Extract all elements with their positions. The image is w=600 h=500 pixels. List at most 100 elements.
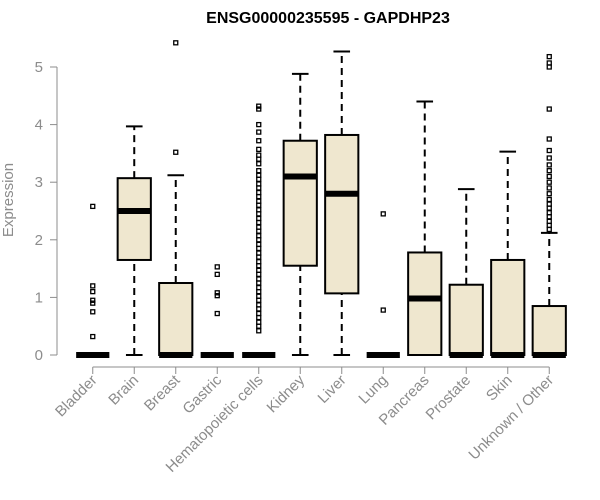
outlier-point [256,219,262,226]
outlier-point [214,264,220,270]
box-body [407,251,443,356]
outlier-point [546,136,552,142]
outlier-point [546,226,552,233]
outlier-point [546,147,552,154]
outlier-point [380,211,386,217]
outlier-point [256,306,262,312]
outlier-point [256,176,262,182]
box-unknown-other [531,53,567,358]
outlier-point [546,162,552,168]
outlier-point [256,271,262,278]
x-tick-label: Breast [141,371,184,414]
box-body [282,139,318,267]
outlier-point [256,280,262,286]
outlier-point [256,106,262,112]
boxes [76,40,567,358]
box-liver [324,50,360,356]
outlier-point [214,293,220,299]
outlier-point [256,202,262,208]
y-axis-label: Expression [0,163,17,237]
box-breast [158,40,194,358]
x-tick-label: Prostate [423,372,475,424]
outlier-point [546,64,552,70]
outlier-point [546,106,552,112]
outlier-point [90,297,96,303]
outlier-point [256,211,262,217]
box-body [531,305,567,357]
y-tick-label: 0 [35,347,43,364]
box-body [448,283,484,356]
x-tick-label: Lung [355,372,391,408]
box-gastric [200,264,234,358]
box-pancreas [407,100,443,356]
outlier-point [256,168,262,174]
outlier-point [546,185,552,191]
x-tick-label: Skin [483,372,516,405]
outlier-point [546,191,552,197]
outlier-point [546,196,552,203]
outlier-point [214,271,220,278]
outlier-point [546,53,552,60]
outlier-point [546,173,552,180]
outlier-point [546,205,552,211]
outlier-point [256,297,262,303]
outlier-point [256,237,262,243]
box-bladder [76,203,110,358]
outlier-point [256,185,262,191]
outlier-point [256,121,262,128]
outlier-point [256,156,262,162]
box-hematopoietic-cells [242,103,276,358]
box-brain [116,125,152,356]
outlier-point [90,300,96,306]
outlier-point [256,314,262,321]
box-body [490,258,526,356]
outlier-point [214,310,220,317]
outlier-point [256,245,262,252]
outlier-point [256,129,262,135]
outlier-point [546,214,552,220]
outlier-point [256,288,262,295]
x-tick-label: Kidney [264,371,309,416]
outlier-point [256,254,262,260]
outlier-point [256,263,262,269]
outlier-point [90,309,96,315]
box-lung [366,211,400,358]
outlier-point [546,155,552,161]
outlier-point [256,323,262,329]
x-tick-label: Liver [315,372,350,407]
outlier-point [256,161,262,167]
outlier-point [256,228,262,234]
y-tick-label: 3 [35,174,43,191]
outlier-point [90,203,96,210]
outlier-point [256,193,262,200]
outlier-point [546,179,552,185]
y-tick-label: 5 [35,59,43,76]
y-tick-label: 4 [35,117,43,134]
box-body [116,177,152,261]
outlier-point [90,333,96,340]
x-tick-label: Bladder [52,372,101,421]
box-body [324,133,360,295]
outlier-point [256,328,262,334]
outlier-point [256,138,262,144]
outlier-point [546,168,552,174]
outlier-point [90,288,96,295]
y-tick-label: 1 [35,289,43,306]
chart-title: ENSG00000235595 - GAPDHP23 [206,10,450,27]
outlier-point [173,149,179,155]
outlier-point [380,307,386,313]
outlier-point [256,103,262,109]
box-body [158,282,194,356]
outlier-point [214,290,220,296]
box-skin [490,150,526,358]
x-tick-label: Brain [105,372,142,409]
outlier-point [256,146,262,153]
box-prostate [448,188,484,358]
box-kidney [282,72,318,356]
axes: 0 1 2 3 4 5 [35,59,550,368]
y-tick-label: 2 [35,232,43,249]
outlier-point [173,40,179,46]
